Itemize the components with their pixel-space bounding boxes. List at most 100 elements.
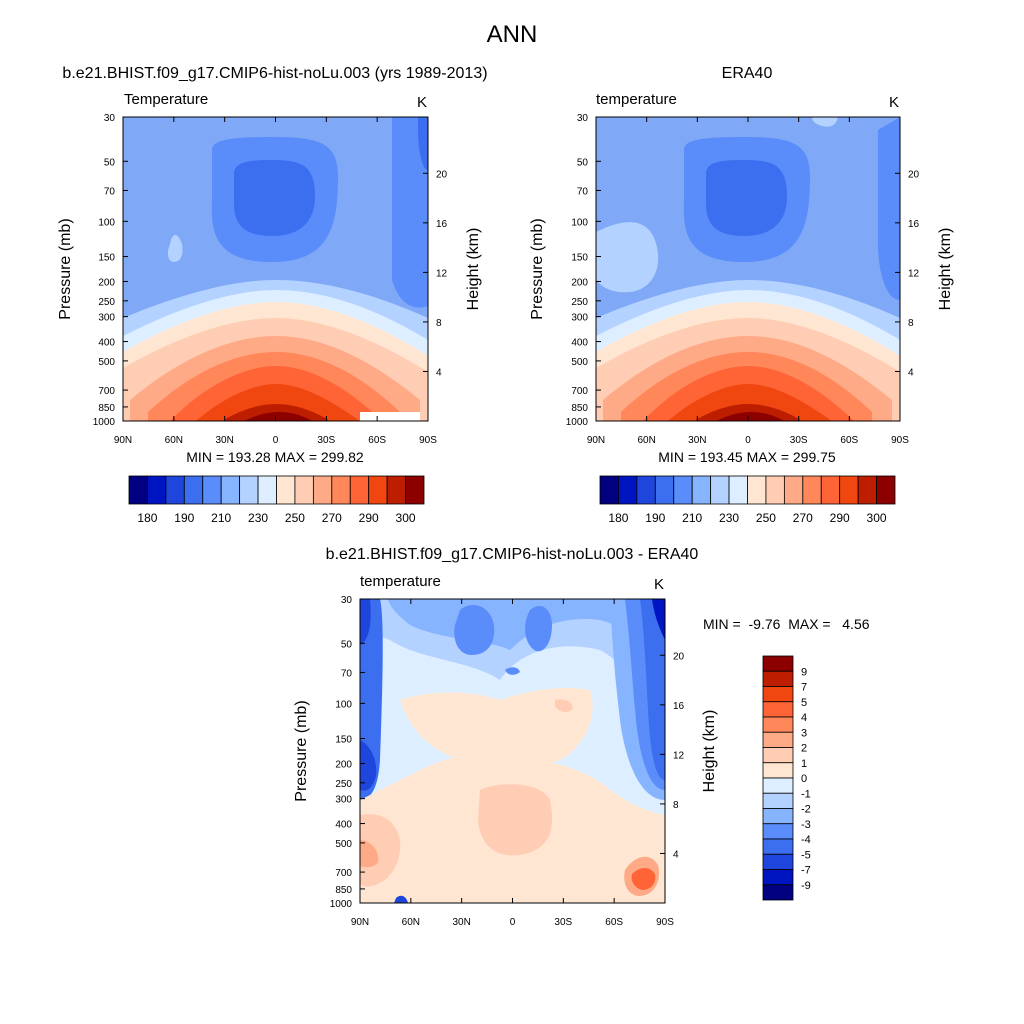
- colorbar-box: [762, 792, 794, 809]
- panel-era40-right-label: Height (km): [937, 228, 954, 311]
- field-band: [400, 688, 593, 768]
- y-tick-label: 300: [98, 313, 115, 324]
- colorbar-box: [762, 716, 794, 733]
- field-band: [360, 814, 401, 887]
- right-tick-label: 8: [908, 318, 914, 329]
- panel-era40-right-axis: 20 16 12 8 4: [895, 169, 920, 378]
- x-tick-label: 60N: [165, 435, 183, 446]
- colorbar-label: -3: [801, 819, 811, 831]
- y-tick-label: 200: [98, 277, 115, 288]
- x-tick-label: 90N: [351, 917, 369, 928]
- field-band: [392, 117, 428, 308]
- right-tick-label: 20: [436, 169, 448, 180]
- x-tick-label: 30N: [452, 917, 470, 928]
- colorbar-box: [405, 475, 425, 505]
- colorbar-label: 270: [322, 511, 342, 525]
- colorbar-box: [349, 475, 370, 505]
- colorbar-label: 9: [801, 666, 807, 678]
- colorbar-label: 5: [801, 697, 807, 709]
- panel-model-subtitle-left: Temperature: [124, 91, 208, 108]
- panel-diff-right-axis: 20 16 12 8 4: [660, 651, 685, 860]
- panel-era40: ERA40 temperature K 30507010015020025030…: [529, 65, 954, 525]
- panel-diff: b.e21.BHIST.f09_g17.CMIP6-hist-noLu.003 …: [293, 546, 870, 928]
- colorbar-box: [762, 838, 794, 855]
- field-band: [478, 784, 553, 856]
- right-tick-label: 16: [673, 701, 685, 712]
- colorbar-box: [673, 475, 693, 505]
- colorbar-box: [762, 655, 794, 672]
- y-tick-label: 150: [98, 253, 115, 264]
- colorbar-label: 250: [285, 511, 305, 525]
- colorbar-box: [710, 475, 730, 505]
- panel-era40-x-axis: 90N 60N 30N 0 30S 60S 90S: [587, 117, 909, 446]
- colorbar-label: 210: [211, 511, 231, 525]
- colorbar-box: [368, 475, 388, 505]
- colorbar-box: [802, 475, 822, 505]
- colorbar-label: -7: [801, 865, 811, 877]
- colorbar-label: 300: [396, 511, 416, 525]
- colorbar-label: 3: [801, 727, 807, 739]
- x-tick-label: 90N: [114, 435, 132, 446]
- field-band: [555, 699, 573, 713]
- colorbar-box: [599, 475, 619, 505]
- y-tick-label: 70: [341, 668, 353, 679]
- y-tick-label: 400: [571, 338, 588, 349]
- y-tick-label: 30: [341, 595, 353, 606]
- x-tick-label: 30N: [688, 435, 706, 446]
- field-band: [454, 605, 495, 655]
- x-tick-label: 60S: [368, 435, 386, 446]
- field-band: [234, 160, 315, 236]
- x-tick-label: 30S: [554, 917, 572, 928]
- panel-era40-y-axis: 30 50 70 100 150 200 250 300 400 500 700 850 1000: [566, 113, 601, 428]
- colorbar-box: [165, 475, 185, 505]
- y-tick-label: 300: [335, 795, 352, 806]
- panel-era40-units: K: [889, 94, 899, 111]
- panel-diff-y-label: Pressure (mb): [293, 700, 310, 801]
- colorbar-label: 230: [248, 511, 268, 525]
- x-tick-label: 60S: [605, 917, 623, 928]
- colorbar-label: 1: [801, 758, 807, 770]
- y-tick-label: 850: [571, 403, 588, 414]
- colorbar-box: [257, 475, 277, 505]
- colorbar-label: 270: [793, 511, 813, 525]
- right-tick-label: 4: [673, 849, 679, 860]
- colorbar-label: -2: [801, 804, 811, 816]
- panel-diff-x-axis: 90N 60N 30N 0 30S 60S 90S: [351, 599, 674, 928]
- colorbar-box: [857, 475, 877, 505]
- y-tick-label: 50: [577, 157, 589, 168]
- y-tick-label: 500: [571, 357, 588, 368]
- y-tick-label: 250: [571, 297, 588, 308]
- field-band: [167, 235, 183, 262]
- colorbar-label: 0: [801, 773, 807, 785]
- colorbar-box: [762, 777, 794, 794]
- figure-title: ANN: [487, 21, 538, 48]
- y-tick-label: 150: [335, 735, 352, 746]
- colorbar-box: [762, 762, 794, 779]
- missing-data: [360, 412, 420, 421]
- colorbar-label: 190: [174, 511, 194, 525]
- x-tick-label: 30N: [215, 435, 233, 446]
- right-tick-label: 4: [908, 367, 914, 378]
- y-tick-label: 30: [577, 113, 589, 124]
- field-band: [244, 412, 312, 421]
- y-tick-label: 200: [571, 277, 588, 288]
- colorbar-box: [331, 475, 351, 505]
- field-band: [360, 740, 377, 791]
- x-tick-label: 90S: [891, 435, 909, 446]
- panel-model-right-label: Height (km): [465, 228, 482, 311]
- y-tick-label: 30: [104, 113, 116, 124]
- x-tick-label: 60N: [637, 435, 655, 446]
- y-tick-label: 70: [104, 186, 116, 197]
- colorbar-label: 290: [359, 511, 379, 525]
- x-tick-label: 30S: [790, 435, 808, 446]
- colorbar-box: [128, 475, 148, 505]
- y-tick-label: 50: [104, 157, 116, 168]
- field-band: [652, 599, 665, 640]
- y-tick-label: 700: [571, 386, 588, 397]
- panel-model-title: b.e21.BHIST.f09_g17.CMIP6-hist-noLu.003 …: [62, 65, 487, 82]
- panel-model-right-axis: 20 16 12 8 4: [423, 169, 448, 378]
- y-tick-label: 850: [98, 403, 115, 414]
- right-tick-label: 4: [436, 367, 442, 378]
- field-band: [525, 605, 552, 652]
